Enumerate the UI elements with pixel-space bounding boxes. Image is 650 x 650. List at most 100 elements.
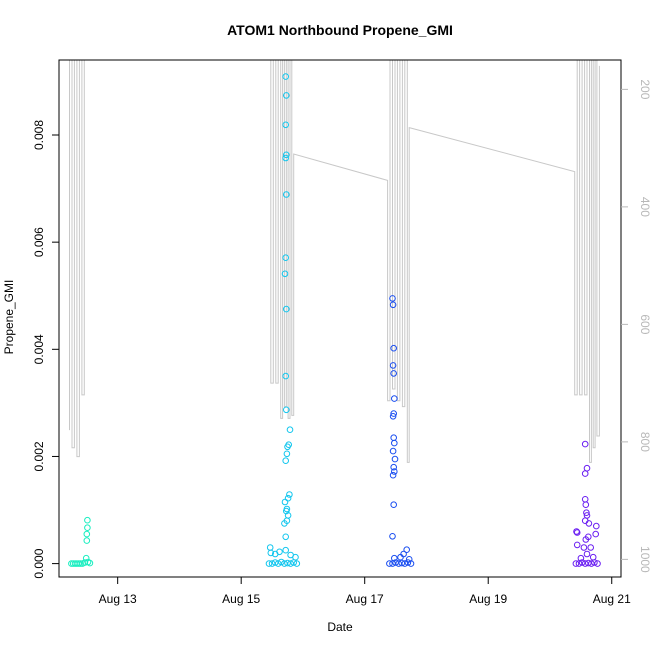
data-point-series-3: [389, 301, 397, 309]
data-point-series-2: [282, 73, 290, 80]
data-point-series-3: [400, 550, 407, 558]
data-point-series-3: [390, 463, 398, 471]
right-y-tick-label: 800: [638, 432, 650, 452]
x-tick-label: Aug 15: [222, 592, 260, 606]
data-point-series-2: [283, 191, 290, 198]
data-point-series-3: [401, 560, 409, 567]
data-point-series-2: [281, 270, 289, 278]
data-point-series-2: [266, 544, 274, 551]
data-point-series-1: [77, 560, 84, 567]
data-point-series-4: [594, 560, 601, 567]
data-point-series-2: [293, 560, 301, 567]
data-point-series-3: [390, 410, 398, 417]
data-point-series-2: [282, 254, 290, 262]
chart-title: ATOM1 Northbound Propene_GMI: [227, 22, 453, 38]
data-point-series-2: [278, 558, 285, 566]
x-tick-label: Aug 13: [99, 592, 137, 606]
data-point-series-4: [572, 560, 580, 567]
data-point-series-3: [407, 560, 415, 567]
data-point-series-2: [274, 560, 282, 567]
data-point-series-3: [403, 546, 411, 554]
data-point-series-3: [390, 370, 398, 377]
data-point-series-4: [573, 529, 581, 536]
data-point-series-2: [281, 498, 289, 506]
y-tick-label: 0.002: [32, 441, 46, 471]
plot-frame: [58, 59, 622, 578]
data-point-series-3: [386, 560, 393, 567]
data-point-series-4: [592, 530, 600, 538]
data-point-series-1: [75, 560, 83, 567]
data-point-series-4: [581, 470, 589, 477]
data-point-series-3: [389, 533, 396, 540]
data-point-series-3: [397, 553, 404, 561]
x-tick-label: Aug 19: [469, 592, 507, 606]
data-point-series-1: [81, 559, 89, 566]
data-point-series-2: [281, 560, 288, 567]
data-point-series-4: [593, 522, 600, 530]
data-point-series-3: [404, 559, 412, 566]
data-point-series-3: [390, 501, 398, 509]
data-point-series-4: [583, 512, 591, 519]
data-point-series-3: [390, 434, 398, 442]
data-point-series-3: [405, 556, 413, 563]
data-point-series-4: [583, 550, 591, 558]
data-point-series-2: [286, 426, 294, 434]
data-point-series-1: [84, 524, 91, 532]
data-point-series-4: [582, 501, 590, 509]
data-point-series-4: [577, 554, 585, 562]
data-point-series-2: [287, 560, 294, 567]
right-y-tick-label: 200: [638, 79, 650, 99]
data-point-series-4: [589, 553, 597, 561]
x-axis-label: Date: [327, 620, 353, 634]
data-point-series-3: [389, 447, 397, 455]
data-point-series-2: [282, 546, 290, 554]
data-point-series-4: [583, 509, 590, 517]
data-point-series-4: [581, 496, 589, 503]
y-tick-label: 0.008: [32, 120, 46, 150]
data-point-series-2: [292, 553, 299, 561]
data-point-series-3: [389, 362, 397, 369]
data-point-series-2: [282, 154, 290, 162]
data-point-series-2: [283, 151, 290, 159]
right-y-tick-label: 400: [638, 197, 650, 217]
data-point-series-2: [286, 491, 293, 498]
y-tick-label: 0.006: [32, 227, 46, 257]
data-point-series-2: [284, 559, 291, 567]
data-point-series-4: [581, 560, 589, 567]
x-tick-label: Aug 17: [346, 592, 384, 606]
data-point-series-3: [389, 413, 397, 420]
data-point-series-3: [392, 559, 399, 566]
data-point-series-2: [283, 305, 290, 313]
data-point-series-4: [580, 544, 588, 551]
data-point-series-2: [283, 505, 291, 513]
gray-trace-line: [69, 60, 600, 463]
data-point-series-1: [82, 554, 90, 562]
data-point-series-4: [585, 520, 593, 527]
data-point-series-1: [83, 537, 91, 544]
y-axis-label: Propene_GMI: [2, 280, 16, 355]
y-tick-label: 0.000: [32, 548, 46, 578]
data-point-series-2: [283, 92, 290, 99]
right-y-tick-label: 600: [638, 314, 650, 334]
data-point-series-3: [398, 559, 406, 567]
data-point-series-2: [283, 406, 290, 414]
x-tick-label: Aug 21: [593, 592, 631, 606]
data-point-series-2: [282, 533, 290, 541]
data-point-series-4: [585, 533, 592, 541]
data-point-series-2: [271, 559, 279, 566]
data-point-series-4: [585, 559, 592, 567]
data-point-series-3: [391, 468, 398, 475]
data-point-series-2: [284, 494, 292, 502]
data-point-series-1: [86, 559, 94, 567]
data-point-series-2: [283, 450, 291, 458]
data-point-series-4: [573, 541, 581, 549]
data-point-series-1: [83, 530, 91, 538]
data-point-series-3: [391, 439, 398, 447]
data-point-series-2: [276, 548, 283, 556]
data-point-series-3: [389, 295, 396, 302]
data-point-series-2: [284, 512, 292, 519]
data-point-series-2: [285, 441, 293, 449]
data-point-series-2: [282, 121, 290, 129]
data-point-series-4: [573, 528, 580, 535]
